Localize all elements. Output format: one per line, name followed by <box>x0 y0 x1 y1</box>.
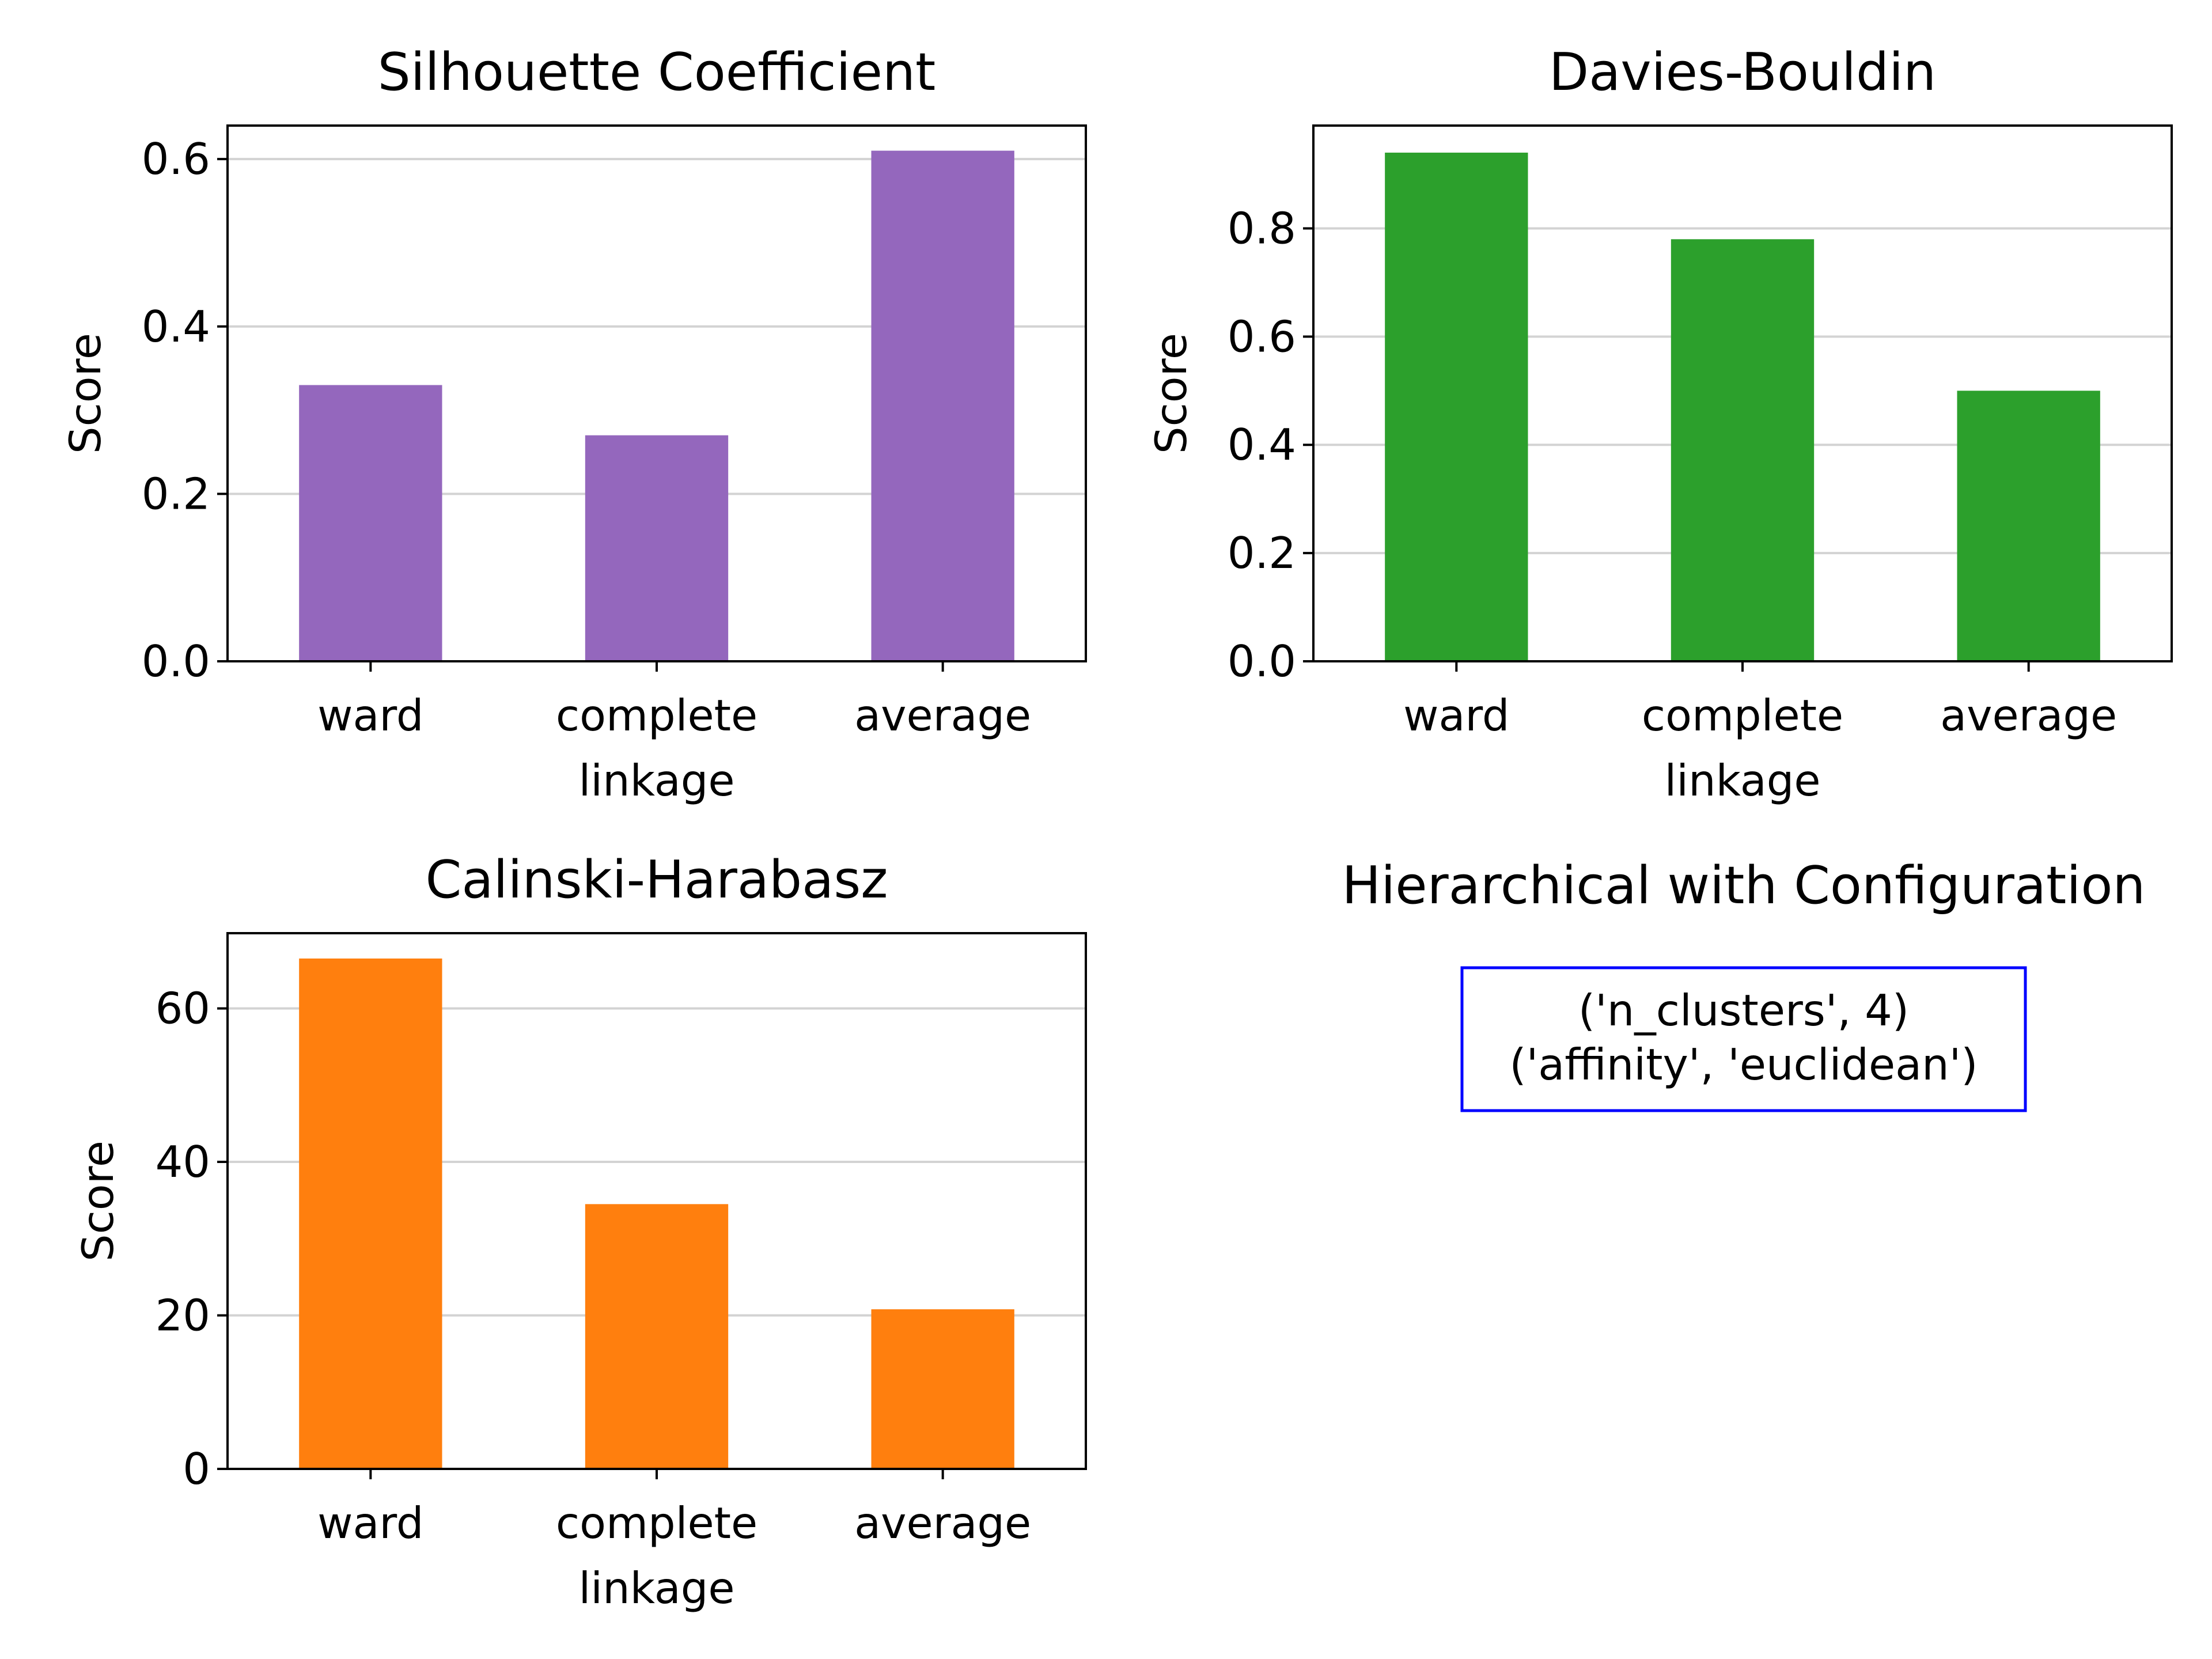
config-line: ('affinity', 'euclidean') <box>1509 1039 1978 1090</box>
x-tick-label: complete <box>556 1498 757 1548</box>
y-tick-label: 0 <box>183 1444 210 1494</box>
y-tick-label: 20 <box>156 1290 210 1341</box>
y-axis-label: Score <box>60 333 111 454</box>
chart-title: Davies-Bouldin <box>1549 42 1936 103</box>
chart-calinski-harabasz: 0 20 40 60 ward complete average Calinski-Harab… <box>73 850 1087 1613</box>
y-tick-label: 0.4 <box>142 301 210 352</box>
x-axis-label: linkage <box>578 1563 734 1613</box>
x-axis-label: linkage <box>578 755 734 806</box>
bar-ward <box>299 958 442 1469</box>
chart-silhouette: 0.0 0.2 0.4 0.6 ward complete average Silhouett… <box>60 42 1087 806</box>
bar-average <box>871 1309 1014 1469</box>
y-tick-label: 0.0 <box>142 636 210 687</box>
y-axis-label: Score <box>1146 333 1196 454</box>
y-axis-label: Score <box>73 1141 123 1262</box>
x-tick-label: average <box>1940 690 2117 741</box>
x-tick-label: ward <box>1403 690 1509 741</box>
config-box <box>1460 966 2027 1112</box>
x-tick-label: complete <box>1642 690 1843 741</box>
x-tick-label: ward <box>317 690 423 741</box>
y-tick-label: 0.2 <box>1228 528 1296 578</box>
y-tick-label: 0.6 <box>1228 311 1296 362</box>
bar-average <box>1957 391 2100 661</box>
bar-complete <box>585 1204 729 1469</box>
bar-complete <box>1671 239 1815 662</box>
config-panel: Hierarchical with Configuration ('n_clust… <box>1342 855 2146 1112</box>
y-tick-label: 40 <box>156 1137 210 1187</box>
x-tick-label: complete <box>556 690 757 741</box>
y-tick-label: 0.2 <box>142 468 210 519</box>
config-title: Hierarchical with Configuration <box>1342 855 2146 916</box>
y-tick-label: 60 <box>156 983 210 1034</box>
x-axis-label: linkage <box>1664 755 1820 806</box>
chart-davies-bouldin: 0.0 0.2 0.4 0.6 0.8 ward complete average Davies… <box>1146 42 2173 806</box>
config-line: ('n_clusters', 4) <box>1578 985 1909 1036</box>
bar-ward <box>299 385 442 661</box>
y-tick-label: 0.0 <box>1228 636 1296 687</box>
bar-complete <box>585 435 729 661</box>
chart-title: Silhouette Coefficient <box>378 42 936 103</box>
y-tick-label: 0.4 <box>1228 419 1296 470</box>
bar-average <box>871 150 1014 661</box>
x-tick-label: average <box>854 1498 1031 1548</box>
y-tick-label: 0.8 <box>1228 203 1296 253</box>
y-tick-label: 0.6 <box>142 134 210 184</box>
chart-title: Calinski-Harabasz <box>426 850 888 910</box>
x-tick-label: ward <box>317 1498 423 1548</box>
x-tick-label: average <box>854 690 1031 741</box>
bar-ward <box>1385 152 1528 661</box>
